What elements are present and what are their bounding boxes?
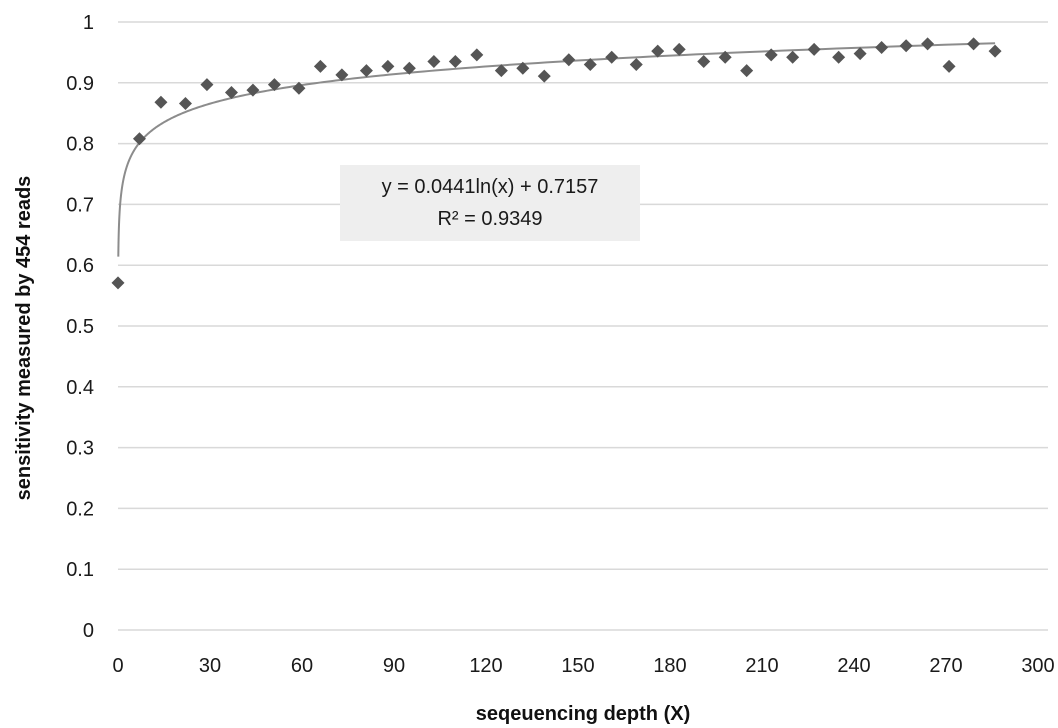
- y-tick-label: 0.5: [66, 316, 94, 338]
- y-tick-label: 0.2: [66, 498, 94, 520]
- x-tick-label: 90: [383, 655, 405, 677]
- data-point: [832, 50, 846, 64]
- y-tick-label: 0.8: [66, 134, 94, 156]
- data-point: [427, 55, 441, 69]
- data-point: [494, 64, 508, 78]
- y-tick-label: 0: [83, 620, 94, 642]
- data-point: [178, 96, 192, 110]
- y-tick-label: 0.7: [66, 194, 94, 216]
- data-point: [807, 42, 821, 56]
- y-tick-label: 0.3: [66, 438, 94, 460]
- data-point: [359, 64, 373, 78]
- x-tick-label: 240: [837, 655, 870, 677]
- y-axis-title: sensitivity measured by 454 reads: [13, 176, 35, 501]
- gridlines: [118, 21, 1048, 631]
- data-point: [605, 50, 619, 64]
- data-point: [967, 37, 981, 51]
- data-point: [583, 58, 597, 72]
- trendline-equation: y = 0.0441ln(x) + 0.7157: [382, 176, 599, 198]
- data-point: [516, 61, 530, 75]
- data-point: [651, 44, 665, 58]
- data-point: [672, 42, 686, 56]
- equation-label-background: [340, 165, 640, 241]
- x-tick-label: 180: [653, 655, 686, 677]
- data-point: [899, 39, 913, 53]
- data-point: [448, 55, 462, 69]
- x-axis-title: seqeuencing depth (X): [476, 703, 690, 725]
- data-point: [562, 53, 576, 67]
- data-point: [132, 132, 146, 146]
- data-point: [246, 83, 260, 97]
- data-point: [111, 276, 125, 290]
- data-point: [470, 48, 484, 62]
- data-point: [267, 78, 281, 92]
- y-tick-label: 0.6: [66, 255, 94, 277]
- data-point: [875, 41, 889, 55]
- x-tick-label: 210: [745, 655, 778, 677]
- x-tick-label: 120: [469, 655, 502, 677]
- data-point: [292, 81, 306, 95]
- data-point: [942, 59, 956, 73]
- data-point: [786, 50, 800, 64]
- x-tick-label: 300: [1021, 655, 1054, 677]
- y-tick-label: 0.4: [66, 377, 94, 399]
- trendline-r-squared: R² = 0.9349: [437, 208, 542, 230]
- x-tick-label: 150: [561, 655, 594, 677]
- data-point: [853, 47, 867, 61]
- data-point: [381, 59, 395, 73]
- data-point: [200, 78, 214, 92]
- y-tick-labels: 0 0.1 0.2 0.3 0.4 0.5 0.6 0.7 0.8 0.9 1: [66, 12, 94, 642]
- data-point: [402, 61, 416, 75]
- data-point: [629, 58, 643, 72]
- y-tick-label: 1: [83, 12, 94, 34]
- data-point: [697, 55, 711, 69]
- data-point: [537, 69, 551, 83]
- data-points: [111, 37, 1002, 290]
- data-point: [921, 37, 935, 51]
- trendline-equation-label: y = 0.0441ln(x) + 0.7157 R² = 0.9349: [340, 165, 640, 241]
- x-tick-label: 60: [291, 655, 313, 677]
- data-point: [764, 48, 778, 62]
- data-point: [224, 86, 238, 100]
- data-point: [154, 95, 168, 109]
- data-point: [313, 59, 327, 73]
- data-point: [740, 64, 754, 78]
- x-tick-labels: 0 30 60 90 120 150 180 210 240 270 300: [112, 655, 1054, 677]
- data-point: [988, 44, 1002, 58]
- data-point: [718, 50, 732, 64]
- x-tick-label: 0: [112, 655, 123, 677]
- x-tick-label: 270: [929, 655, 962, 677]
- data-point: [335, 68, 349, 82]
- y-tick-label: 0.1: [66, 559, 94, 581]
- y-tick-label: 0.9: [66, 73, 94, 95]
- x-tick-label: 30: [199, 655, 221, 677]
- trendline: [117, 42, 996, 257]
